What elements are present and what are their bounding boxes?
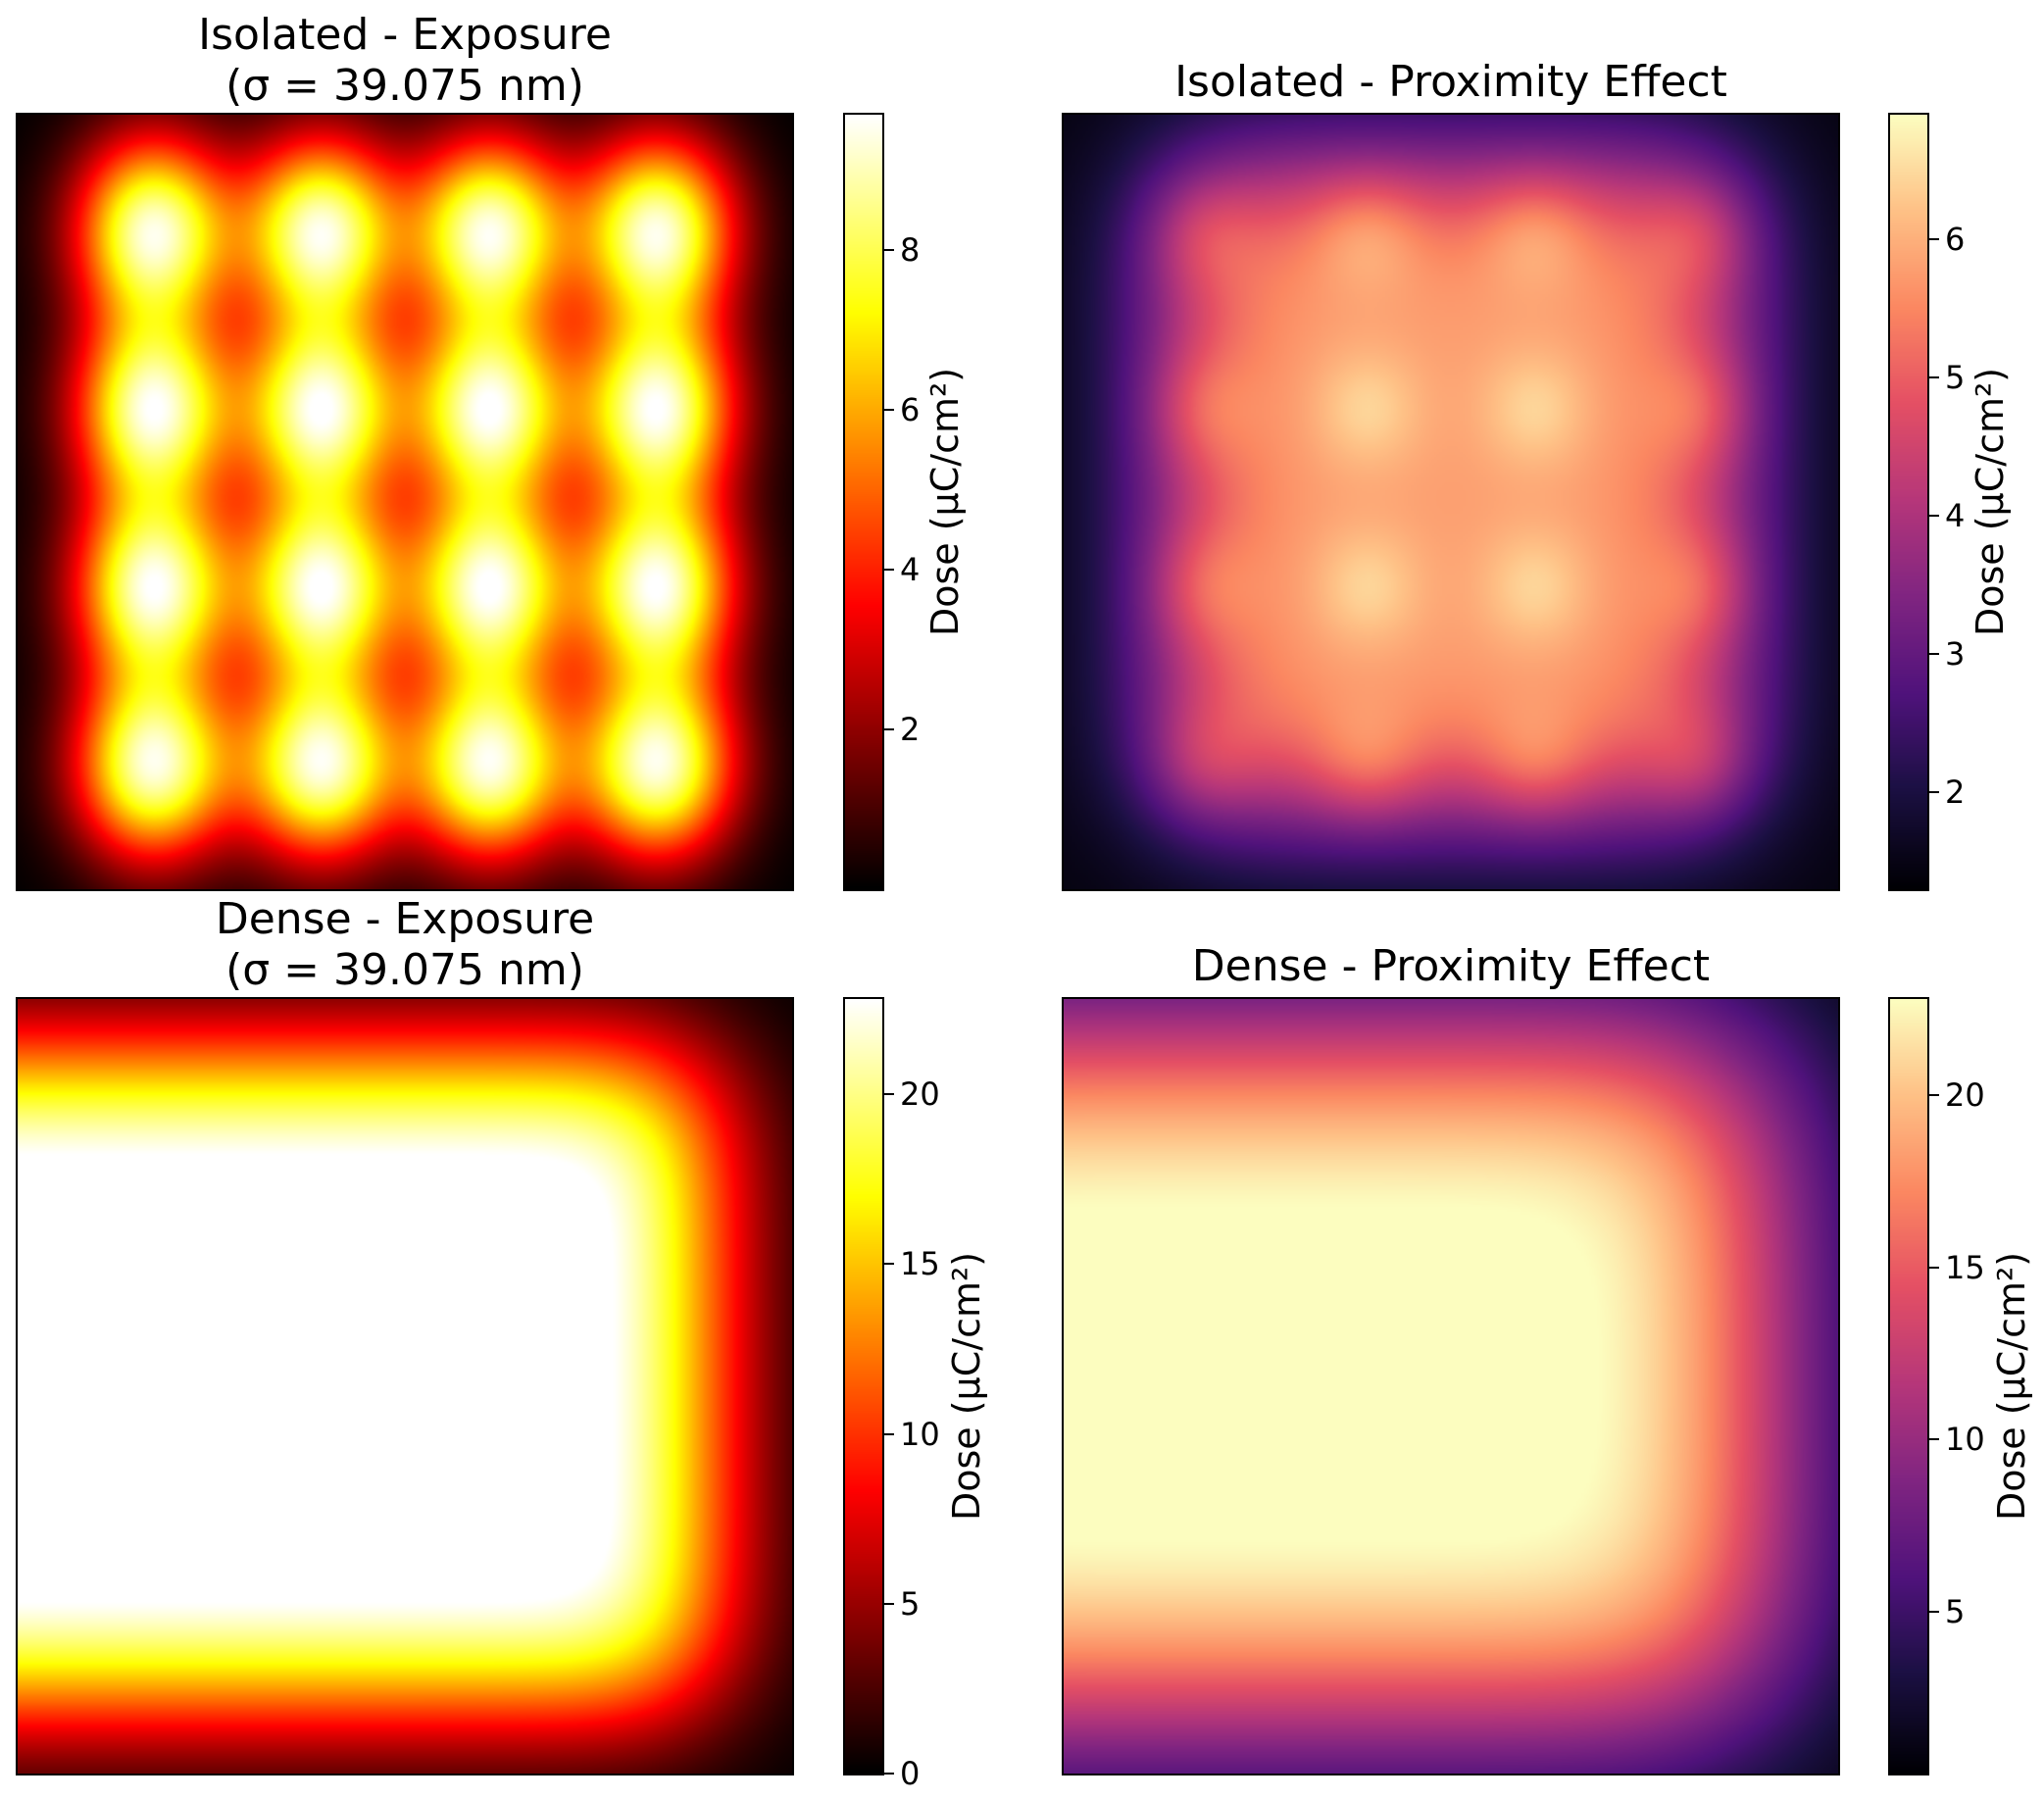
heatmap-canvas — [18, 999, 792, 1774]
panel-1-title: Isolated - Exposure (σ = 39.075 nm) — [16, 10, 794, 112]
panel-3-title-text: Dense - Exposure — [215, 894, 595, 944]
colorbar-tick-mark — [1929, 653, 1939, 656]
colorbar-dense-proximity: 5 10 15 20 — [1888, 997, 1985, 1775]
panel-4-title-text: Dense - Proximity Effect — [1191, 941, 1711, 991]
colorbar-gradient — [845, 115, 882, 889]
heatmap-canvas — [1064, 999, 1838, 1774]
colorbar-tick-mark — [1929, 791, 1939, 794]
panel-2-title-text: Isolated - Proximity Effect — [1174, 57, 1727, 107]
colorbar-gradient — [845, 999, 882, 1774]
colorbar-tick-label: 6 — [900, 391, 921, 429]
colorbar-tick-mark — [1929, 1610, 1939, 1613]
colorbar-tick-mark — [884, 1432, 894, 1435]
colorbar-dense-exposure: 0 5 10 15 20 — [843, 997, 940, 1790]
colorbar-tick-mark — [884, 1093, 894, 1096]
panel-3-subtitle-text: (σ = 39.075 nm) — [225, 945, 584, 995]
colorbar-tick-label: 0 — [900, 1755, 921, 1792]
colorbar-tick-mark — [1929, 1094, 1939, 1097]
panel-2-title: Isolated - Proximity Effect — [1062, 57, 1840, 108]
colorbar-tick-mark — [884, 569, 894, 572]
heatmap-isolated-proximity — [1062, 113, 1840, 891]
colorbar-tick-label: 4 — [1945, 497, 1966, 535]
colorbar-tick-mark — [1929, 237, 1939, 240]
colorbar-tick-label: 2 — [1945, 774, 1966, 812]
colorbar-tick-mark — [884, 249, 894, 252]
colorbar-tick-mark — [884, 409, 894, 412]
colorbar-tick-mark — [1929, 515, 1939, 518]
heatmap-canvas — [18, 115, 792, 889]
colorbar-gradient — [1890, 999, 1927, 1774]
colorbar-tick-mark — [1929, 376, 1939, 379]
panel-1-subtitle-text: (σ = 39.075 nm) — [225, 61, 584, 111]
heatmap-isolated-exposure — [16, 113, 794, 891]
colorbar-tick-label: 5 — [1945, 1592, 1966, 1630]
colorbar-tick-label: 4 — [900, 551, 921, 589]
colorbar-tick-label: 20 — [900, 1075, 940, 1114]
colorbar-tick-label: 6 — [1945, 220, 1966, 258]
colorbar-label: Dose (μC/cm²) — [923, 367, 967, 637]
colorbar-tick-mark — [884, 1602, 894, 1605]
colorbar-isolated-exposure: 2 4 6 8 — [843, 113, 920, 891]
panel-3-title: Dense - Exposure (σ = 39.075 nm) — [16, 894, 794, 996]
colorbar-tick-mark — [1929, 1438, 1939, 1441]
colorbar-tick-label: 5 — [1945, 359, 1966, 397]
colorbar-tick-label: 15 — [900, 1245, 940, 1283]
panel-1-title-text: Isolated - Exposure — [198, 10, 612, 60]
colorbar-label: Dose (μC/cm²) — [1990, 1251, 2033, 1522]
colorbar-tick-mark — [884, 728, 894, 731]
colorbar-tick-label: 10 — [1945, 1421, 1985, 1459]
colorbar-tick-label: 2 — [900, 711, 921, 749]
colorbar-tick-label: 10 — [900, 1415, 940, 1453]
heatmap-dense-exposure — [16, 997, 794, 1775]
colorbar-tick-mark — [884, 1773, 894, 1775]
colorbar-tick-label: 20 — [1945, 1076, 1985, 1115]
heatmap-dense-proximity — [1062, 997, 1840, 1775]
heatmap-canvas — [1064, 115, 1838, 889]
colorbar-tick-mark — [1929, 1266, 1939, 1269]
colorbar-tick-mark — [884, 1263, 894, 1266]
colorbar-isolated-proximity: 2 3 4 5 6 — [1888, 113, 1965, 891]
colorbar-label: Dose (μC/cm²) — [1969, 367, 2012, 637]
panel-4-title: Dense - Proximity Effect — [1062, 941, 1840, 992]
colorbar-gradient — [1890, 115, 1927, 889]
colorbar-label: Dose (μC/cm²) — [945, 1251, 988, 1522]
colorbar-tick-label: 5 — [900, 1584, 921, 1623]
colorbar-tick-label: 8 — [900, 231, 921, 270]
colorbar-tick-label: 15 — [1945, 1248, 1985, 1286]
colorbar-tick-label: 3 — [1945, 635, 1966, 674]
